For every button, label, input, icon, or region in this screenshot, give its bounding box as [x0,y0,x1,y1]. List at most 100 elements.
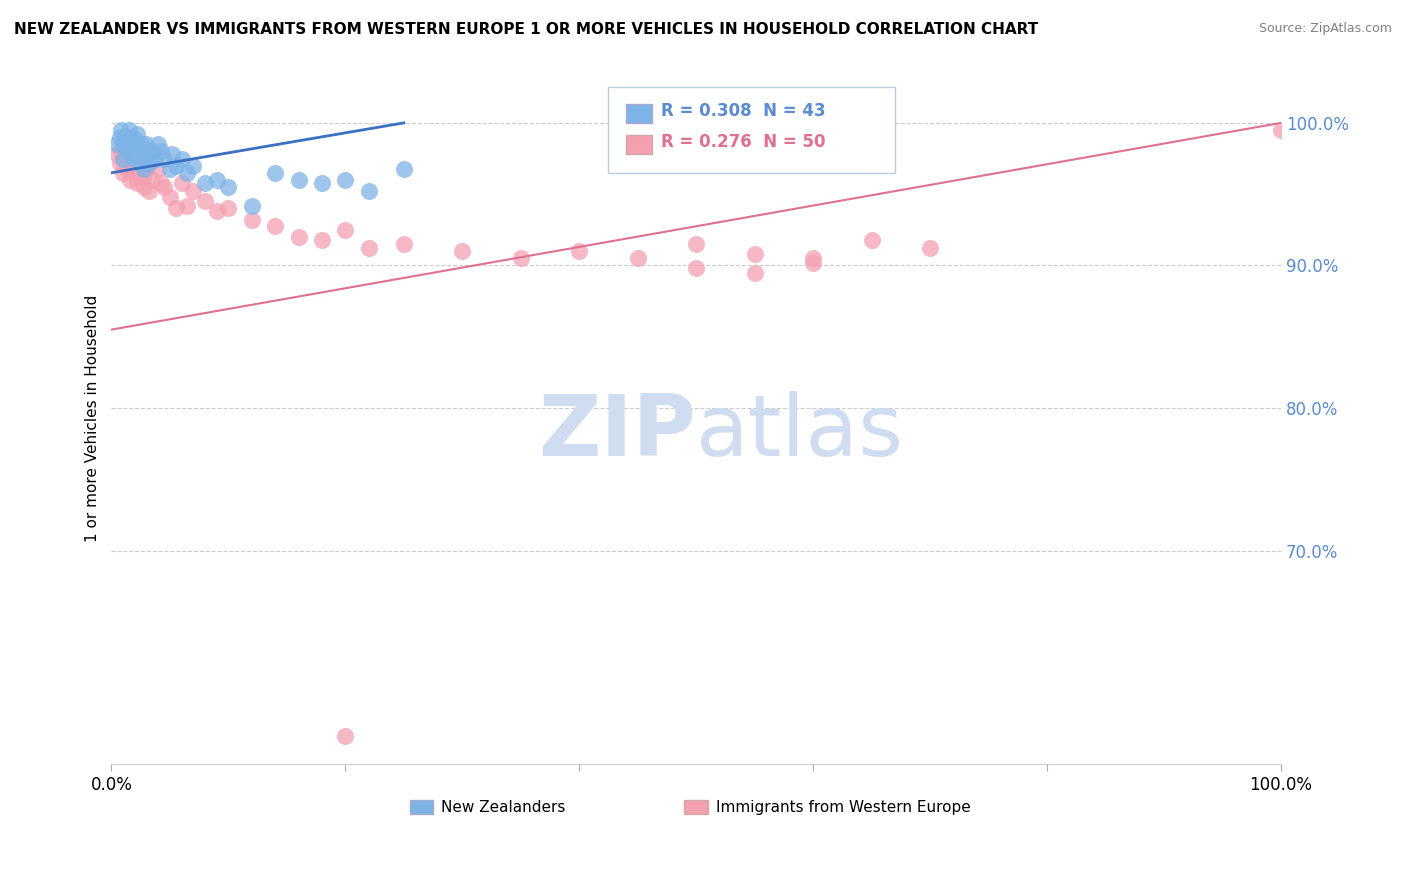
Point [120,147,142,161]
Point [392,161,415,176]
Text: R = 0.276  N = 50: R = 0.276 N = 50 [661,133,825,151]
Point [120,173,142,187]
Point [744,247,766,261]
Point [159,161,181,176]
Point [114,130,136,145]
Text: NEW ZEALANDER VS IMMIGRANTS FROM WESTERN EUROPE 1 OR MORE VEHICLES IN HOUSEHOLD : NEW ZEALANDER VS IMMIGRANTS FROM WESTERN… [14,22,1038,37]
Point [920,241,942,255]
Point [122,152,145,166]
Point [801,252,824,266]
Bar [626,104,652,123]
Point [141,173,163,187]
Point [105,137,128,152]
Point [121,130,143,145]
Point [170,176,193,190]
Point [132,169,155,184]
FancyBboxPatch shape [609,87,896,173]
Point [181,184,204,198]
Point [129,156,152,170]
Text: Immigrants from Western Europe: Immigrants from Western Europe [716,800,970,815]
Point [165,202,187,216]
Point [153,180,176,194]
Point [129,152,152,166]
Y-axis label: 1 or more Vehicles in Household: 1 or more Vehicles in Household [86,295,100,542]
Point [194,194,217,209]
Point [149,145,172,159]
Point [112,152,135,166]
Point [176,198,198,212]
Point [685,261,707,276]
Point [335,173,357,187]
Point [181,159,204,173]
Point [335,729,357,743]
Point [124,133,146,147]
Point [134,161,156,176]
Point [129,137,152,152]
Point [112,137,135,152]
Point [392,237,415,252]
Point [240,212,263,227]
Text: R = 0.308  N = 43: R = 0.308 N = 43 [661,102,825,120]
Text: ZIP: ZIP [538,391,696,474]
Point [217,180,239,194]
Point [240,198,263,212]
Point [148,161,170,176]
Point [143,152,166,166]
Point [357,184,380,198]
Point [108,130,131,145]
Point [122,166,145,180]
Point [132,145,155,159]
Point [205,173,228,187]
Point [264,166,287,180]
Point [170,152,193,166]
Point [135,137,157,152]
Point [108,156,131,170]
Point [205,204,228,219]
Point [118,123,141,137]
Point [118,137,141,152]
Point [121,156,143,170]
Point [335,223,357,237]
Text: atlas: atlas [696,391,904,474]
Point [159,190,181,204]
Point [685,237,707,252]
Point [114,152,136,166]
Bar [626,135,652,154]
Point [135,161,157,176]
Point [1270,123,1292,137]
Point [127,176,149,190]
Point [627,252,650,266]
Point [127,128,149,142]
Point [451,244,474,259]
Point [124,161,146,176]
Point [112,166,135,180]
Point [568,244,591,259]
Point [160,147,183,161]
Point [744,266,766,280]
Bar [409,800,433,814]
Point [148,137,170,152]
Text: Source: ZipAtlas.com: Source: ZipAtlas.com [1258,22,1392,36]
Point [264,219,287,233]
Point [105,147,128,161]
Point [149,176,172,190]
Point [217,202,239,216]
Point [194,176,217,190]
Point [124,147,146,161]
Point [118,137,141,152]
Point [141,145,163,159]
Point [110,145,132,159]
Text: New Zealanders: New Zealanders [441,800,565,815]
Point [801,255,824,269]
Point [287,173,309,187]
Point [153,152,176,166]
Bar [685,800,707,814]
Point [357,241,380,255]
Point [115,142,138,156]
Point [176,166,198,180]
Point [165,159,187,173]
Point [135,147,157,161]
Point [115,161,138,176]
Point [860,233,883,247]
Point [134,180,156,194]
